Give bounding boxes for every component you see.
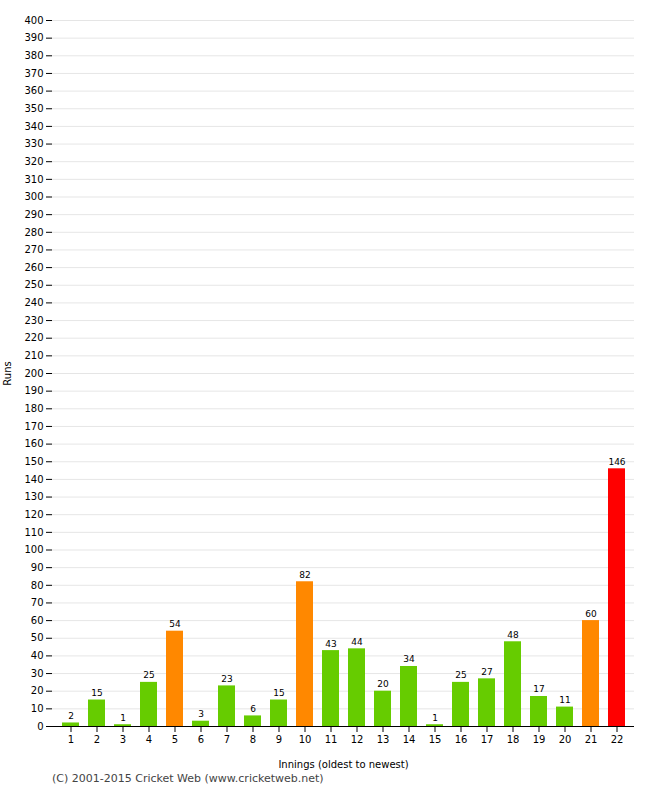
svg-text:160: 160 <box>24 438 43 449</box>
svg-text:27: 27 <box>481 667 492 677</box>
svg-text:1: 1 <box>68 734 74 745</box>
svg-text:44: 44 <box>351 637 363 647</box>
svg-text:19: 19 <box>533 734 546 745</box>
svg-text:20: 20 <box>559 734 572 745</box>
svg-text:330: 330 <box>24 138 43 149</box>
svg-text:110: 110 <box>24 527 43 538</box>
svg-text:34: 34 <box>403 654 415 664</box>
svg-text:60: 60 <box>31 615 44 626</box>
svg-text:18: 18 <box>507 734 520 745</box>
svg-text:11: 11 <box>559 695 570 705</box>
svg-text:17: 17 <box>533 684 544 694</box>
svg-text:11: 11 <box>325 734 338 745</box>
svg-text:146: 146 <box>608 457 625 467</box>
svg-text:60: 60 <box>585 609 597 619</box>
svg-text:25: 25 <box>455 670 466 680</box>
svg-text:230: 230 <box>24 315 43 326</box>
svg-text:15: 15 <box>273 688 284 698</box>
svg-text:240: 240 <box>24 297 43 308</box>
svg-text:3: 3 <box>198 709 204 719</box>
svg-text:14: 14 <box>403 734 416 745</box>
svg-text:120: 120 <box>24 509 43 520</box>
svg-text:13: 13 <box>377 734 390 745</box>
svg-text:190: 190 <box>24 385 43 396</box>
svg-text:320: 320 <box>24 156 43 167</box>
svg-text:170: 170 <box>24 421 43 432</box>
svg-text:1: 1 <box>432 713 438 723</box>
svg-text:220: 220 <box>24 332 43 343</box>
svg-text:23: 23 <box>221 674 232 684</box>
svg-text:50: 50 <box>31 632 44 643</box>
svg-text:Runs: Runs <box>2 361 13 385</box>
svg-text:2: 2 <box>94 734 100 745</box>
svg-text:16: 16 <box>455 734 468 745</box>
svg-text:6: 6 <box>198 734 204 745</box>
svg-text:150: 150 <box>24 456 43 467</box>
svg-text:340: 340 <box>24 121 43 132</box>
svg-text:400: 400 <box>24 15 43 26</box>
svg-text:9: 9 <box>276 734 282 745</box>
svg-text:10: 10 <box>299 734 312 745</box>
svg-text:20: 20 <box>377 679 389 689</box>
svg-text:30: 30 <box>31 668 44 679</box>
svg-text:310: 310 <box>24 174 43 185</box>
svg-text:48: 48 <box>507 630 519 640</box>
svg-text:3: 3 <box>120 734 126 745</box>
svg-text:2: 2 <box>68 711 74 721</box>
svg-text:6: 6 <box>250 704 256 714</box>
svg-text:180: 180 <box>24 403 43 414</box>
svg-text:200: 200 <box>24 368 43 379</box>
svg-text:8: 8 <box>250 734 256 745</box>
svg-text:10: 10 <box>31 703 44 714</box>
svg-text:140: 140 <box>24 474 43 485</box>
svg-text:25: 25 <box>143 670 154 680</box>
svg-text:360: 360 <box>24 85 43 96</box>
svg-text:43: 43 <box>325 639 336 649</box>
svg-text:90: 90 <box>31 562 44 573</box>
svg-text:250: 250 <box>24 279 43 290</box>
svg-text:4: 4 <box>146 734 152 745</box>
svg-text:70: 70 <box>31 597 44 608</box>
svg-text:0: 0 <box>37 721 43 732</box>
svg-text:100: 100 <box>24 544 43 555</box>
svg-text:260: 260 <box>24 262 43 273</box>
svg-text:380: 380 <box>24 50 43 61</box>
svg-text:1: 1 <box>120 713 126 723</box>
svg-text:12: 12 <box>351 734 364 745</box>
svg-text:5: 5 <box>172 734 178 745</box>
svg-text:390: 390 <box>24 32 43 43</box>
svg-text:17: 17 <box>481 734 494 745</box>
svg-text:270: 270 <box>24 244 43 255</box>
svg-text:21: 21 <box>585 734 598 745</box>
svg-text:40: 40 <box>31 650 44 661</box>
svg-text:82: 82 <box>299 570 310 580</box>
svg-text:15: 15 <box>429 734 442 745</box>
svg-text:7: 7 <box>224 734 230 745</box>
svg-text:15: 15 <box>91 688 102 698</box>
svg-text:350: 350 <box>24 103 43 114</box>
svg-text:130: 130 <box>24 491 43 502</box>
svg-text:300: 300 <box>24 191 43 202</box>
svg-text:20: 20 <box>31 685 44 696</box>
svg-text:22: 22 <box>611 734 624 745</box>
svg-text:210: 210 <box>24 350 43 361</box>
html-text:(C) 2001-2015 Cricket Web (www: (C) 2001-2015 Cricket Web (www.cricketwe… <box>52 772 324 785</box>
svg-text:290: 290 <box>24 209 43 220</box>
svg-text:80: 80 <box>31 580 44 591</box>
svg-text:54: 54 <box>169 619 181 629</box>
svg-text:Innings (oldest to newest): Innings (oldest to newest) <box>278 759 408 770</box>
svg-text:370: 370 <box>24 68 43 79</box>
svg-text:280: 280 <box>24 227 43 238</box>
